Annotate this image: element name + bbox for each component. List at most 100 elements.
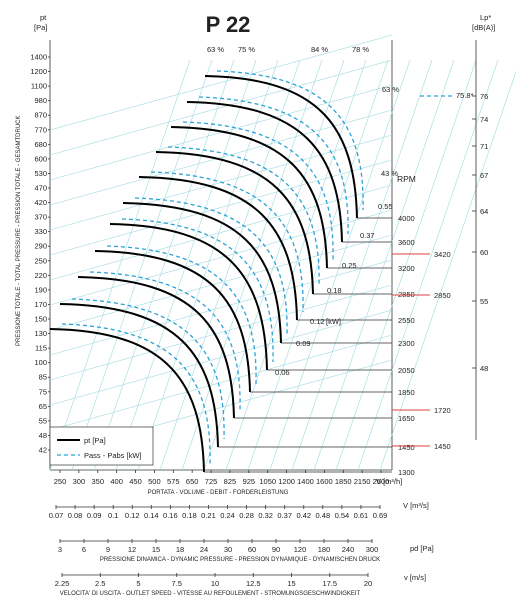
qs-axis-tick-label: 0.16 bbox=[163, 511, 178, 520]
x-tick-label: 650 bbox=[186, 477, 199, 486]
sound-unit-line1: Lp* bbox=[480, 13, 491, 22]
x-tick-label: 575 bbox=[167, 477, 180, 486]
grid-diagonal bbox=[357, 59, 499, 471]
q-axis-unit: V [m³/h] bbox=[376, 477, 402, 486]
legend: pt [Pa] Pass - Pabs [kW] bbox=[49, 426, 154, 466]
x-tick-label: 350 bbox=[92, 477, 105, 486]
y-tick-label: 530 bbox=[34, 169, 47, 178]
sound-marker: 75.8* bbox=[456, 91, 474, 100]
grid-diagonal bbox=[313, 59, 455, 471]
q-axis-label: PORTATA - VOLUME - DEBIT - FORDERLEISTUN… bbox=[148, 490, 289, 496]
y-tick-label: 420 bbox=[34, 198, 47, 207]
y-tick-label: 55 bbox=[39, 416, 47, 425]
pd-axis-tick-label: 240 bbox=[342, 545, 355, 554]
y-tick-label: 48 bbox=[39, 431, 47, 440]
v-axis-tick-label: 2.25 bbox=[55, 579, 70, 588]
y-tick-label: 85 bbox=[39, 373, 47, 382]
qs-axis-tick-label: 0.1 bbox=[108, 511, 118, 520]
sound-rpm-label: 1720 bbox=[434, 406, 451, 415]
pd-axis-tick-label: 90 bbox=[272, 545, 280, 554]
rpm-label: 1300 bbox=[398, 468, 415, 477]
grid-diagonal bbox=[137, 59, 279, 471]
pd-axis-tick-label: 6 bbox=[82, 545, 86, 554]
y-tick-label: 680 bbox=[34, 140, 47, 149]
grid-diagonal bbox=[225, 59, 367, 471]
rpm-label: 4000 bbox=[398, 214, 415, 223]
rpm-curve bbox=[94, 250, 251, 393]
sound-tick: 71 bbox=[480, 142, 488, 151]
rpm-curve bbox=[49, 328, 205, 473]
y-unit-line1: pt bbox=[40, 13, 47, 22]
grid-diagonal bbox=[49, 59, 191, 471]
x-tick-label: 1200 bbox=[278, 477, 295, 486]
grid-diagonal bbox=[49, 284, 393, 381]
v-axis-tick-label: 10 bbox=[211, 579, 219, 588]
y-tick-label: 42 bbox=[39, 446, 47, 455]
power-labels: 0.55 0.37 0.25 0.18 0.12 0.09 0.06 bbox=[275, 202, 393, 377]
pd-axis-tick-label: 12 bbox=[128, 545, 136, 554]
sound-tick: 55 bbox=[480, 297, 488, 306]
rpm-label: 2550 bbox=[398, 316, 415, 325]
pd-axis-tick-label: 24 bbox=[200, 545, 208, 554]
qs-axis-tick-label: 0.21 bbox=[201, 511, 216, 520]
grid-diagonal bbox=[49, 159, 393, 256]
qs-axis-tick-label: 0.08 bbox=[68, 511, 83, 520]
x-tick-label: 1850 bbox=[335, 477, 352, 486]
qs-axis-tick-label: 0.12 bbox=[125, 511, 140, 520]
x-ticks: 250 300 350 400 450 500 575 650 725 825 925 1050 120… bbox=[54, 470, 389, 486]
sound-tick: 60 bbox=[480, 248, 488, 257]
qs-axis-tick-label: 0.14 bbox=[144, 511, 159, 520]
power-label: 0.55 bbox=[378, 202, 393, 211]
pd-axis-tick-label: 15 bbox=[152, 545, 160, 554]
x-tick-label: 400 bbox=[110, 477, 123, 486]
x-tick-label: 1050 bbox=[259, 477, 276, 486]
sound-rpm-label: 1450 bbox=[434, 442, 451, 451]
y-tick-label: 600 bbox=[34, 154, 47, 163]
grid-diagonal bbox=[49, 34, 393, 131]
sound-tick: 67 bbox=[480, 171, 488, 180]
grid-diagonal bbox=[49, 59, 393, 156]
rpm-label: 2050 bbox=[398, 366, 415, 375]
y-tick-label: 470 bbox=[34, 184, 47, 193]
rpm-title: RPM bbox=[397, 174, 416, 184]
y-tick-label: 170 bbox=[34, 300, 47, 309]
grid-diagonal bbox=[49, 309, 393, 406]
power-label: 0.12 bbox=[310, 317, 325, 326]
y-tick-label: 290 bbox=[34, 242, 47, 251]
qs-axis-tick-label: 0.48 bbox=[316, 511, 331, 520]
rpm-curve bbox=[109, 223, 268, 371]
grid-diagonal bbox=[379, 70, 516, 471]
qs-axis-tick-label: 0.42 bbox=[296, 511, 311, 520]
power-unit: [kW] bbox=[326, 317, 341, 326]
y-tick-label: 330 bbox=[34, 227, 47, 236]
qs-axis-unit: V [m³/s] bbox=[403, 501, 429, 510]
rpm-label: 2300 bbox=[398, 339, 415, 348]
pabs-curve bbox=[134, 197, 288, 336]
qs-axis-tick-label: 0.32 bbox=[258, 511, 273, 520]
grid-diagonal bbox=[49, 184, 393, 281]
sound-tick: 64 bbox=[480, 207, 488, 216]
x-tick-label: 500 bbox=[148, 477, 161, 486]
grid-diagonal bbox=[93, 59, 235, 471]
efficiency-label: 75 % bbox=[238, 45, 255, 54]
efficiency-label: 63 % bbox=[382, 85, 399, 94]
qs-axis-tick-label: 0.61 bbox=[354, 511, 369, 520]
qs-axis-tick-label: 0.37 bbox=[277, 511, 292, 520]
pd-axis-label: PRESSIONE DINAMICA - DYNAMIC PRESSURE - … bbox=[100, 557, 380, 563]
rpm-label: 1850 bbox=[398, 388, 415, 397]
pabs-curves bbox=[61, 70, 364, 465]
pd-axis-tick-label: 18 bbox=[176, 545, 184, 554]
pd-axis-tick-label: 60 bbox=[248, 545, 256, 554]
power-label: 0.06 bbox=[275, 368, 290, 377]
y-tick-label: 980 bbox=[34, 96, 47, 105]
pabs-curve bbox=[216, 70, 364, 211]
y-tick-label: 1100 bbox=[31, 82, 47, 91]
rpm-label: 1450 bbox=[398, 443, 415, 452]
grid-diagonal bbox=[203, 59, 345, 471]
pd-axis-tick-label: 3 bbox=[58, 545, 62, 554]
pabs-curve bbox=[89, 271, 241, 411]
x-tick-label: 1400 bbox=[297, 477, 314, 486]
rpm-curves bbox=[49, 75, 358, 473]
y-tick-label: 100 bbox=[34, 358, 47, 367]
grid-diagonal bbox=[115, 59, 257, 471]
